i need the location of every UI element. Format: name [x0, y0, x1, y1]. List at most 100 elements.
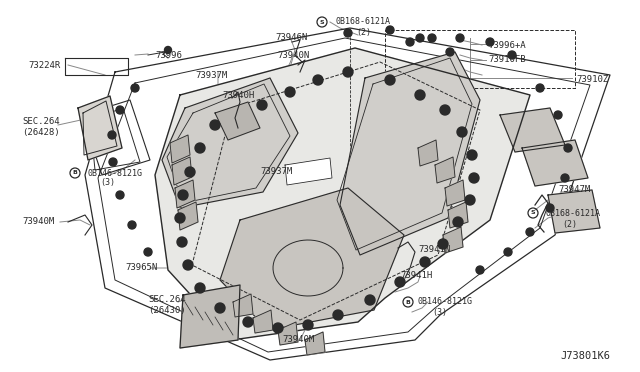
Circle shape: [476, 266, 484, 274]
Circle shape: [109, 158, 117, 166]
Text: 0B168-6121A: 0B168-6121A: [545, 208, 600, 218]
Polygon shape: [522, 140, 588, 186]
Circle shape: [453, 217, 463, 227]
Polygon shape: [443, 227, 463, 253]
Text: 73996: 73996: [155, 51, 182, 60]
Text: 0B168-6121A: 0B168-6121A: [335, 17, 390, 26]
Polygon shape: [220, 188, 404, 330]
Circle shape: [428, 34, 436, 42]
Circle shape: [440, 105, 450, 115]
Polygon shape: [215, 102, 260, 140]
Text: 73941H: 73941H: [400, 270, 432, 279]
Circle shape: [144, 248, 152, 256]
Polygon shape: [500, 108, 565, 152]
Circle shape: [446, 48, 454, 56]
Circle shape: [108, 131, 116, 139]
Circle shape: [386, 26, 394, 34]
Circle shape: [128, 221, 136, 229]
Polygon shape: [170, 135, 190, 163]
Text: SEC.264: SEC.264: [22, 118, 60, 126]
Text: 73937M: 73937M: [260, 167, 292, 176]
Circle shape: [183, 260, 193, 270]
Text: 73910Z: 73910Z: [576, 76, 608, 84]
Text: 73910FB: 73910FB: [488, 55, 525, 64]
Circle shape: [486, 38, 494, 46]
Circle shape: [504, 248, 512, 256]
Text: 73940N: 73940N: [277, 51, 309, 60]
Circle shape: [456, 34, 464, 42]
Circle shape: [116, 191, 124, 199]
Circle shape: [508, 51, 516, 59]
Polygon shape: [180, 285, 240, 348]
Circle shape: [561, 174, 569, 182]
Polygon shape: [548, 190, 600, 233]
Circle shape: [210, 120, 220, 130]
Circle shape: [257, 100, 267, 110]
Circle shape: [469, 173, 479, 183]
Polygon shape: [435, 157, 455, 183]
Text: S: S: [320, 19, 324, 25]
Circle shape: [415, 90, 425, 100]
Polygon shape: [175, 180, 195, 208]
Text: 73940M: 73940M: [282, 336, 314, 344]
Text: (2): (2): [562, 219, 577, 228]
Polygon shape: [445, 180, 465, 206]
Circle shape: [243, 317, 253, 327]
Polygon shape: [253, 310, 273, 333]
Text: B: B: [406, 299, 410, 305]
Circle shape: [554, 111, 562, 119]
Polygon shape: [233, 294, 253, 317]
Circle shape: [344, 29, 352, 37]
Circle shape: [185, 167, 195, 177]
Circle shape: [285, 87, 295, 97]
Circle shape: [385, 75, 395, 85]
Circle shape: [313, 75, 323, 85]
Polygon shape: [285, 158, 332, 185]
Circle shape: [467, 150, 477, 160]
Circle shape: [438, 239, 448, 249]
Circle shape: [526, 228, 534, 236]
Circle shape: [177, 237, 187, 247]
Text: 0B146-8121G: 0B146-8121G: [418, 298, 473, 307]
Polygon shape: [78, 96, 122, 160]
Text: 0B146-8121G: 0B146-8121G: [88, 169, 143, 177]
Circle shape: [215, 303, 225, 313]
Circle shape: [195, 283, 205, 293]
Circle shape: [178, 190, 188, 200]
Polygon shape: [278, 322, 298, 345]
Polygon shape: [448, 202, 468, 228]
Circle shape: [420, 257, 430, 267]
Text: 73947M: 73947M: [558, 186, 590, 195]
Text: 73940M: 73940M: [22, 218, 54, 227]
Polygon shape: [418, 140, 438, 166]
Text: 73965N: 73965N: [125, 263, 157, 273]
Circle shape: [343, 67, 353, 77]
Text: (3): (3): [432, 308, 447, 317]
Text: (26430): (26430): [148, 307, 186, 315]
Polygon shape: [273, 240, 343, 296]
Polygon shape: [85, 28, 610, 360]
Text: (26428): (26428): [22, 128, 60, 138]
Text: 73996+A: 73996+A: [488, 41, 525, 49]
Circle shape: [195, 143, 205, 153]
Circle shape: [365, 295, 375, 305]
Polygon shape: [162, 78, 298, 208]
Text: J73801K6: J73801K6: [560, 351, 610, 361]
Text: B: B: [72, 170, 77, 176]
Circle shape: [164, 46, 172, 54]
Circle shape: [175, 213, 185, 223]
Text: 73937M: 73937M: [195, 71, 227, 80]
Circle shape: [416, 34, 424, 42]
Circle shape: [465, 195, 475, 205]
Text: 73224R: 73224R: [28, 61, 60, 70]
Text: (2): (2): [356, 29, 371, 38]
Circle shape: [457, 127, 467, 137]
Circle shape: [406, 38, 414, 46]
Circle shape: [303, 320, 313, 330]
Polygon shape: [305, 332, 325, 355]
Circle shape: [273, 323, 283, 333]
Text: 73941N: 73941N: [418, 246, 451, 254]
Circle shape: [536, 84, 544, 92]
Text: (3): (3): [100, 179, 115, 187]
Circle shape: [116, 106, 124, 114]
